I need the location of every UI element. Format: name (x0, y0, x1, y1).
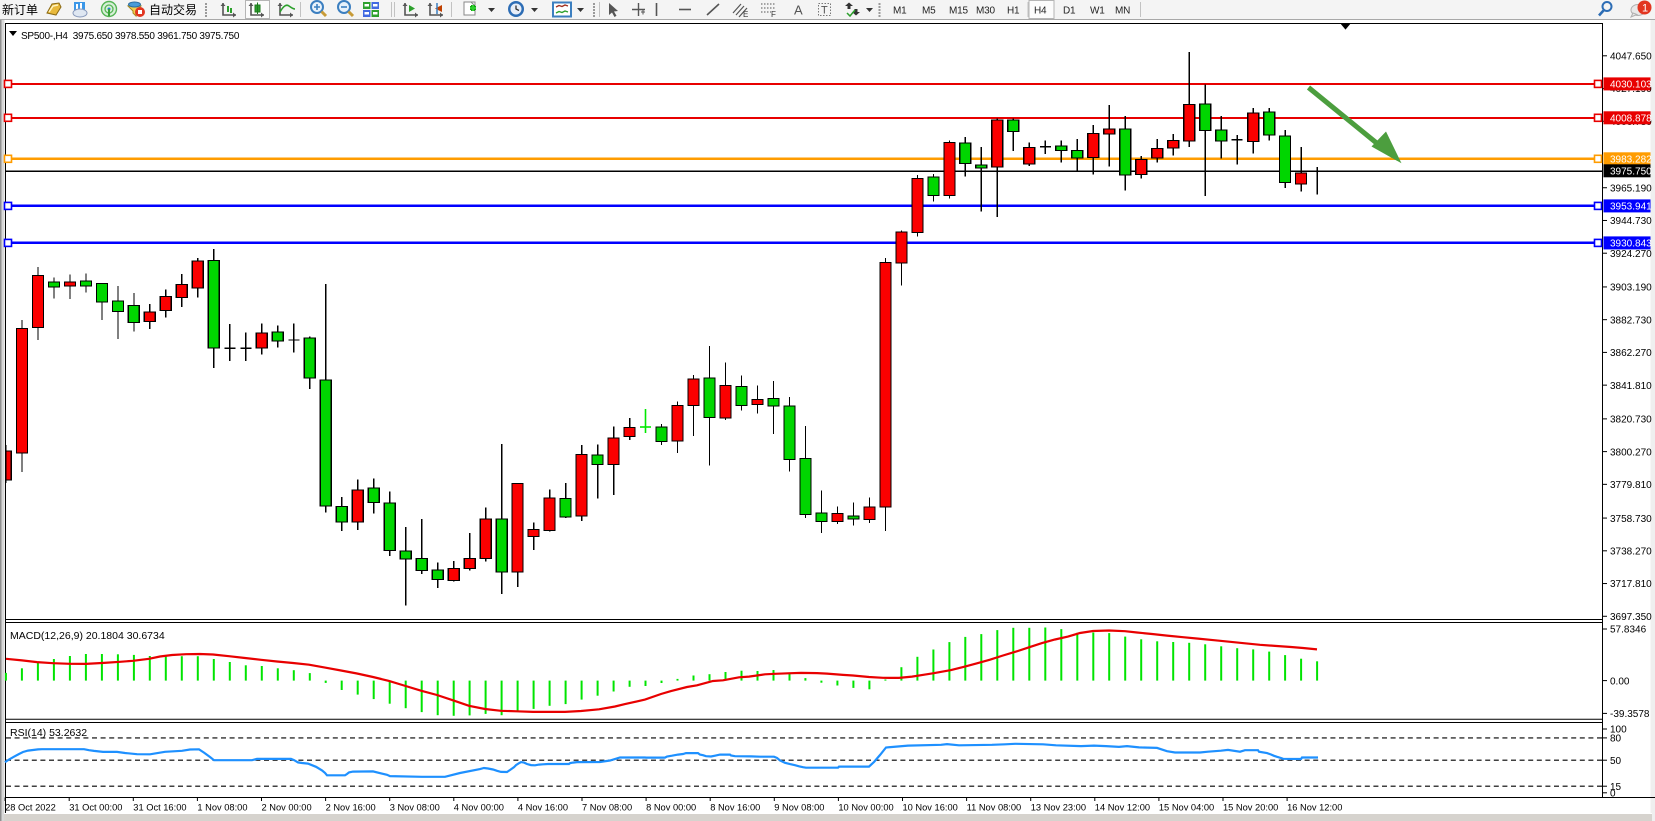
svg-text:-39.3578: -39.3578 (1610, 709, 1650, 720)
svg-text:11 Nov 08:00: 11 Nov 08:00 (967, 803, 1022, 813)
svg-text:15: 15 (1610, 782, 1622, 793)
svg-text:0: 0 (1610, 789, 1616, 800)
svg-text:D1: D1 (1063, 6, 1076, 17)
svg-text:3 Nov 08:00: 3 Nov 08:00 (390, 803, 440, 813)
svg-text:7 Nov 08:00: 7 Nov 08:00 (582, 803, 632, 813)
svg-text:31 Oct 00:00: 31 Oct 00:00 (69, 803, 122, 813)
svg-text:F: F (771, 10, 776, 19)
svg-text:T: T (821, 5, 828, 17)
svg-text:31 Oct 16:00: 31 Oct 16:00 (133, 803, 186, 813)
svg-text:13 Nov 23:00: 13 Nov 23:00 (1031, 803, 1086, 813)
svg-text:A: A (794, 3, 803, 18)
svg-text:3903.190: 3903.190 (1610, 283, 1652, 294)
svg-text:1 Nov 08:00: 1 Nov 08:00 (197, 803, 247, 813)
svg-text:3975.750: 3975.750 (1610, 167, 1652, 178)
svg-text:MACD(12,26,9) 20.1804 30.6734: MACD(12,26,9) 20.1804 30.6734 (10, 630, 165, 642)
svg-text:3882.730: 3882.730 (1610, 315, 1652, 326)
svg-text:10 Nov 00:00: 10 Nov 00:00 (838, 803, 893, 813)
svg-text:M1: M1 (893, 6, 907, 17)
svg-text:14 Nov 12:00: 14 Nov 12:00 (1095, 803, 1150, 813)
svg-text:50: 50 (1610, 756, 1622, 767)
svg-text:2 Nov 00:00: 2 Nov 00:00 (262, 803, 312, 813)
svg-text:1: 1 (1642, 3, 1648, 15)
svg-text:16 Nov 12:00: 16 Nov 12:00 (1287, 803, 1342, 813)
svg-text:M5: M5 (922, 6, 936, 17)
svg-text:100: 100 (1610, 725, 1627, 736)
svg-text:3800.270: 3800.270 (1610, 447, 1652, 458)
svg-text:E: E (743, 10, 748, 19)
svg-text:3862.270: 3862.270 (1610, 348, 1652, 359)
svg-text:15 Nov 20:00: 15 Nov 20:00 (1223, 803, 1278, 813)
svg-text:3820.730: 3820.730 (1610, 415, 1652, 426)
svg-text:10 Nov 16:00: 10 Nov 16:00 (903, 803, 958, 813)
svg-text:3841.810: 3841.810 (1610, 381, 1652, 392)
svg-text:自动交易: 自动交易 (149, 2, 197, 17)
svg-text:57.8346: 57.8346 (1610, 625, 1647, 636)
svg-text:4047.650: 4047.650 (1610, 52, 1652, 63)
svg-text:H1: H1 (1007, 6, 1020, 17)
svg-text:3779.810: 3779.810 (1610, 480, 1652, 491)
svg-text:3758.730: 3758.730 (1610, 514, 1652, 525)
svg-text:2 Nov 16:00: 2 Nov 16:00 (326, 803, 376, 813)
svg-text:80: 80 (1610, 734, 1622, 745)
svg-text:3738.270: 3738.270 (1610, 547, 1652, 558)
svg-text:3944.730: 3944.730 (1610, 216, 1652, 227)
svg-text:M30: M30 (976, 6, 995, 17)
svg-text:SP500-,H4 3975.650 3978.550 3: SP500-,H4 3975.650 3978.550 3961.750 397… (21, 31, 240, 42)
svg-text:M15: M15 (949, 6, 968, 17)
svg-text:9 Nov 08:00: 9 Nov 08:00 (774, 803, 824, 813)
svg-text:3930.843: 3930.843 (1610, 239, 1652, 250)
svg-text:3924.270: 3924.270 (1610, 249, 1652, 260)
svg-text:3983.282: 3983.282 (1610, 155, 1652, 166)
svg-text:3697.350: 3697.350 (1610, 612, 1652, 623)
svg-text:4 Nov 16:00: 4 Nov 16:00 (518, 803, 568, 813)
svg-text:4 Nov 00:00: 4 Nov 00:00 (454, 803, 504, 813)
svg-text:28 Oct 2022: 28 Oct 2022 (5, 803, 56, 813)
svg-text:H4: H4 (1034, 6, 1047, 17)
svg-text:15 Nov 04:00: 15 Nov 04:00 (1159, 803, 1214, 813)
svg-text:0.00: 0.00 (1610, 676, 1630, 687)
svg-text:3965.190: 3965.190 (1610, 183, 1652, 194)
svg-text:新订单: 新订单 (2, 2, 38, 17)
svg-text:4030.103: 4030.103 (1610, 80, 1652, 91)
svg-text:RSI(14) 53.2632: RSI(14) 53.2632 (10, 727, 87, 739)
svg-text:W1: W1 (1090, 6, 1105, 17)
svg-text:3953.941: 3953.941 (1610, 202, 1652, 213)
svg-text:3717.810: 3717.810 (1610, 579, 1652, 590)
svg-text:8 Nov 00:00: 8 Nov 00:00 (646, 803, 696, 813)
svg-text:4008.878: 4008.878 (1610, 114, 1652, 125)
svg-text:MN: MN (1115, 6, 1130, 17)
svg-text:8 Nov 16:00: 8 Nov 16:00 (710, 803, 760, 813)
